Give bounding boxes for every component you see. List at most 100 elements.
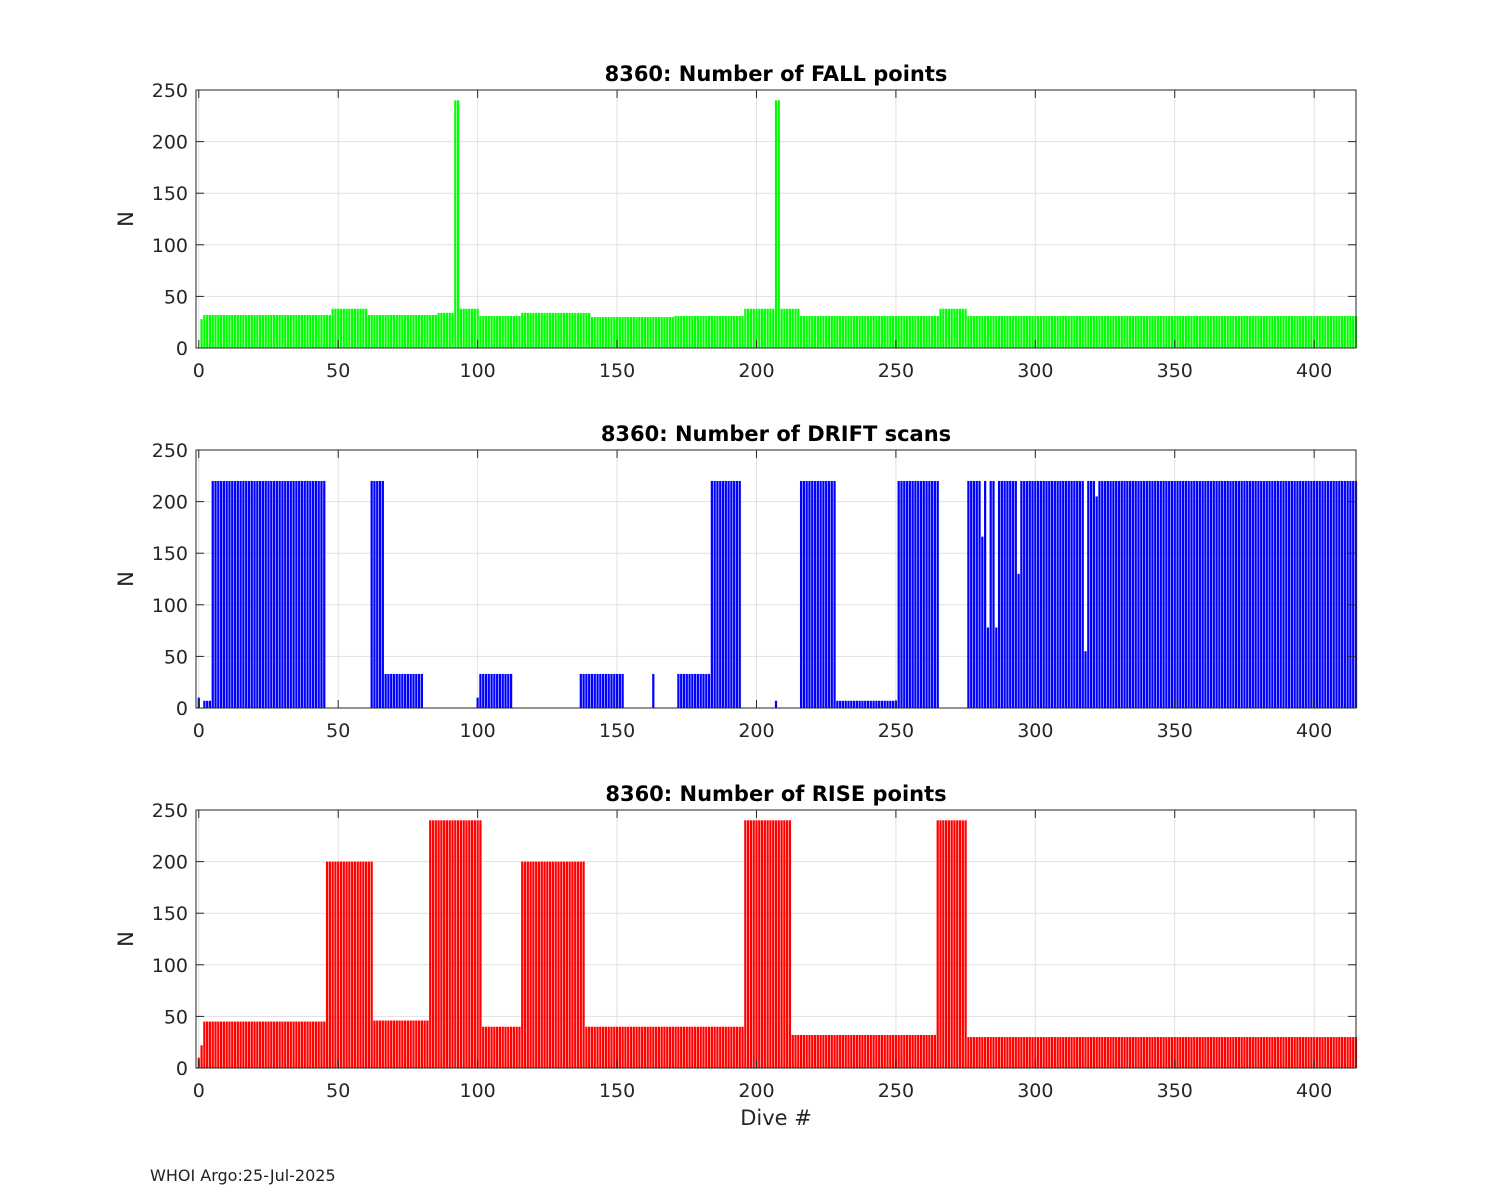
bar xyxy=(434,314,437,348)
bar xyxy=(900,1034,903,1068)
bar xyxy=(443,820,446,1068)
bar xyxy=(306,480,309,708)
bar xyxy=(766,308,769,348)
bar xyxy=(627,1026,630,1068)
bar xyxy=(306,314,309,348)
bar xyxy=(816,316,819,348)
bar xyxy=(295,314,298,348)
bar xyxy=(1243,480,1246,708)
bar xyxy=(1126,480,1129,708)
bar xyxy=(752,308,755,348)
bar xyxy=(395,673,398,708)
bar xyxy=(303,314,306,348)
bar xyxy=(1134,1037,1137,1068)
bar xyxy=(518,316,521,348)
bar xyxy=(1352,316,1355,348)
bar xyxy=(984,316,987,348)
bar xyxy=(1237,480,1240,708)
bar xyxy=(596,1026,599,1068)
y-tick-label: 150 xyxy=(152,183,188,205)
bar xyxy=(526,312,529,348)
bar xyxy=(518,1026,521,1068)
bar xyxy=(515,316,518,348)
bar xyxy=(1212,480,1215,708)
bar xyxy=(1078,316,1082,348)
bar xyxy=(1003,480,1006,708)
bar xyxy=(869,316,872,348)
bar xyxy=(459,820,463,1068)
bar xyxy=(267,480,270,708)
bar xyxy=(535,861,538,1068)
bar xyxy=(359,308,362,348)
bar xyxy=(716,316,719,348)
bar xyxy=(423,1020,426,1068)
bar xyxy=(1148,1037,1151,1068)
bar xyxy=(1156,480,1160,708)
bar xyxy=(292,1021,295,1068)
bar xyxy=(1020,316,1023,348)
x-tick-label: 0 xyxy=(193,1080,205,1102)
bar xyxy=(1187,480,1190,708)
x-tick-label: 0 xyxy=(193,720,205,742)
bar xyxy=(579,861,582,1068)
bar xyxy=(496,316,499,348)
bar xyxy=(819,1034,822,1068)
bar xyxy=(259,314,262,348)
bar xyxy=(694,316,697,348)
bar xyxy=(487,673,490,708)
bar xyxy=(1327,480,1330,708)
bar xyxy=(309,480,312,708)
bar xyxy=(1084,651,1087,708)
bar xyxy=(844,700,847,708)
bar xyxy=(1223,316,1227,348)
bar xyxy=(387,314,390,348)
bar xyxy=(928,1034,931,1068)
bar xyxy=(334,308,337,348)
bar xyxy=(370,861,373,1068)
bar xyxy=(1290,1037,1293,1068)
bar xyxy=(1304,1037,1307,1068)
bar xyxy=(574,312,577,348)
bar xyxy=(1020,480,1023,708)
bar xyxy=(443,312,446,348)
bar xyxy=(1145,480,1148,708)
bar xyxy=(582,861,585,1068)
bar xyxy=(429,314,432,348)
bar xyxy=(972,1037,976,1068)
bar xyxy=(1248,480,1252,708)
bar xyxy=(1221,316,1224,348)
bar xyxy=(398,1020,401,1068)
bar xyxy=(989,316,992,348)
bar xyxy=(839,700,842,708)
bar xyxy=(942,820,945,1068)
bar xyxy=(1234,316,1238,348)
bar xyxy=(799,1034,803,1068)
bar xyxy=(1106,1037,1109,1068)
bar xyxy=(588,312,591,348)
bar xyxy=(1226,316,1229,348)
bar xyxy=(713,1026,716,1068)
bar xyxy=(231,1021,234,1068)
bar xyxy=(813,316,817,348)
bar xyxy=(839,1034,842,1068)
bar xyxy=(811,480,814,708)
bar xyxy=(236,314,239,348)
bar xyxy=(328,861,331,1068)
bar xyxy=(741,1026,744,1068)
bar xyxy=(1053,316,1056,348)
bar xyxy=(805,316,808,348)
bar xyxy=(847,316,850,348)
bar xyxy=(270,1021,273,1068)
bar xyxy=(1140,316,1143,348)
bar xyxy=(1159,316,1162,348)
bar xyxy=(805,1034,808,1068)
bar xyxy=(345,308,348,348)
bar xyxy=(217,314,220,348)
bar xyxy=(286,480,290,708)
bar xyxy=(200,319,203,348)
bar xyxy=(1190,1037,1193,1068)
bar xyxy=(501,1026,504,1068)
bar xyxy=(939,820,942,1068)
bar xyxy=(1299,1037,1302,1068)
